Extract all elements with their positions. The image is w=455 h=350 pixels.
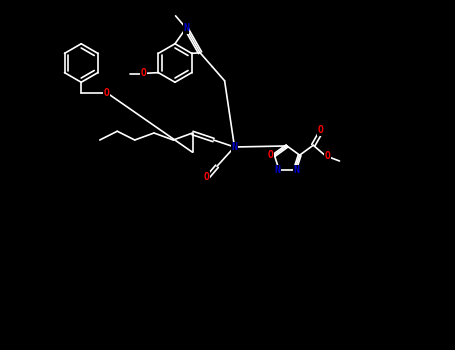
- Text: O: O: [203, 172, 209, 182]
- Text: O: O: [324, 151, 330, 161]
- Text: O: O: [268, 150, 274, 160]
- Text: O: O: [104, 88, 110, 98]
- Text: N: N: [274, 165, 280, 175]
- Text: N: N: [183, 23, 189, 33]
- Text: O: O: [317, 125, 323, 135]
- Text: N: N: [293, 165, 299, 175]
- Text: N: N: [232, 142, 238, 152]
- Text: O: O: [141, 69, 147, 78]
